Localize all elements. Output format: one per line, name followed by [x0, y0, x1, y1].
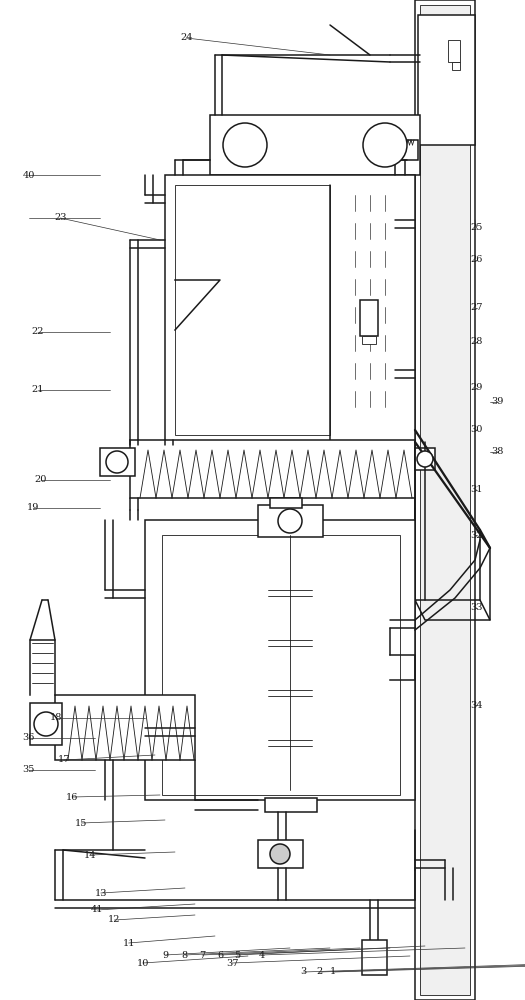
Bar [362, 940, 387, 975]
Text: 21: 21 [32, 385, 44, 394]
Bar [162, 535, 400, 795]
Text: 35: 35 [23, 766, 35, 774]
Text: 28: 28 [470, 338, 483, 347]
Text: 27: 27 [470, 304, 483, 312]
Circle shape [34, 712, 58, 736]
Text: 37: 37 [226, 958, 238, 968]
Circle shape [417, 451, 433, 467]
Text: 24: 24 [180, 33, 193, 42]
Text: 13: 13 [94, 888, 107, 898]
Text: 40: 40 [23, 170, 35, 180]
Text: 5: 5 [234, 950, 240, 960]
Circle shape [106, 451, 128, 473]
Text: 16: 16 [66, 792, 79, 802]
Bar [130, 440, 415, 498]
Circle shape [278, 509, 302, 533]
Text: 6: 6 [217, 950, 224, 960]
Text: 11: 11 [122, 938, 135, 948]
Bar [448, 40, 460, 62]
Text: 1: 1 [330, 968, 337, 976]
Circle shape [363, 123, 407, 167]
Bar [100, 448, 135, 476]
Bar [452, 62, 460, 70]
Text: 23: 23 [54, 214, 67, 223]
Text: 25: 25 [470, 224, 483, 232]
Text: 26: 26 [470, 255, 483, 264]
Text: 20: 20 [35, 476, 47, 485]
Bar [175, 185, 330, 435]
Text: 34: 34 [470, 700, 483, 710]
Text: 2: 2 [316, 968, 322, 976]
Bar [362, 336, 376, 344]
Bar [415, 0, 475, 1000]
Text: 33: 33 [470, 603, 483, 612]
Text: 8: 8 [182, 950, 188, 960]
Text: 41: 41 [91, 906, 103, 914]
Text: 22: 22 [32, 328, 44, 336]
Text: 17: 17 [58, 756, 70, 764]
Bar [258, 505, 323, 537]
Bar [210, 115, 420, 175]
Bar [420, 5, 470, 995]
Text: 30: 30 [470, 426, 483, 434]
Bar [265, 798, 317, 812]
Bar [415, 448, 435, 470]
Bar [30, 703, 62, 745]
Text: 36: 36 [23, 734, 35, 742]
Text: 39: 39 [491, 397, 504, 406]
Text: 32: 32 [470, 530, 483, 540]
Text: 7: 7 [199, 950, 205, 960]
Bar [145, 520, 415, 800]
Text: 19: 19 [26, 504, 39, 512]
Bar [270, 498, 302, 508]
Text: 31: 31 [470, 486, 483, 494]
Text: 4: 4 [258, 950, 265, 960]
Text: 29: 29 [470, 383, 483, 392]
Bar [360, 300, 378, 336]
Circle shape [270, 844, 290, 864]
Text: 9: 9 [162, 950, 169, 960]
Bar [258, 840, 303, 868]
Bar [165, 175, 415, 445]
Text: 12: 12 [108, 916, 121, 924]
Text: 10: 10 [136, 958, 149, 968]
Bar [418, 15, 475, 145]
Bar [55, 695, 195, 760]
Text: 15: 15 [75, 818, 88, 828]
Circle shape [223, 123, 267, 167]
Bar [400, 140, 418, 160]
Text: 18: 18 [49, 714, 62, 722]
Text: 14: 14 [84, 850, 97, 859]
Text: 3: 3 [300, 968, 307, 976]
Text: 38: 38 [491, 448, 504, 456]
